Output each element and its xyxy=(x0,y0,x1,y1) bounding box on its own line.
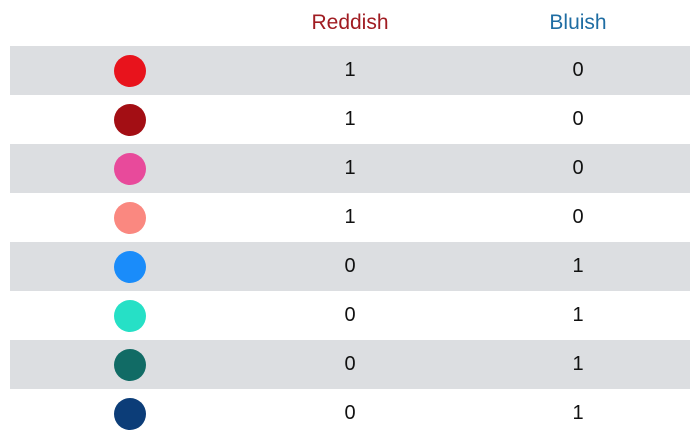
header-bluish: Bluish xyxy=(549,11,607,34)
color-swatch xyxy=(114,398,146,430)
reddish-value: 0 xyxy=(344,255,356,277)
table-header: Reddish Bluish xyxy=(0,0,700,46)
reddish-value: 1 xyxy=(344,59,356,81)
bluish-value: 0 xyxy=(572,59,584,81)
table-row: 0 1 xyxy=(10,242,690,291)
reddish-value: 0 xyxy=(344,402,356,424)
table-row: 1 0 xyxy=(10,144,690,193)
color-swatch xyxy=(114,153,146,185)
table-row: 0 1 xyxy=(10,291,690,340)
table-row: 0 1 xyxy=(10,340,690,389)
table-row: 1 0 xyxy=(10,46,690,95)
color-swatch xyxy=(114,349,146,381)
reddish-value: 1 xyxy=(344,108,356,130)
table-body: 1 0 1 0 1 0 1 0 0 1 0 1 0 xyxy=(10,46,690,437)
reddish-value: 1 xyxy=(344,206,356,228)
table-row: 1 0 xyxy=(10,95,690,144)
bluish-value: 1 xyxy=(572,353,584,375)
color-swatch xyxy=(114,55,146,87)
table-row: 0 1 xyxy=(10,389,690,437)
bluish-value: 0 xyxy=(572,108,584,130)
color-swatch xyxy=(114,300,146,332)
bluish-value: 1 xyxy=(572,402,584,424)
header-reddish: Reddish xyxy=(311,11,389,34)
reddish-value: 1 xyxy=(344,157,356,179)
table-row: 1 0 xyxy=(10,193,690,242)
bluish-value: 1 xyxy=(572,304,584,326)
reddish-value: 0 xyxy=(344,304,356,326)
bluish-value: 1 xyxy=(572,255,584,277)
bluish-value: 0 xyxy=(572,206,584,228)
color-swatch xyxy=(114,202,146,234)
color-swatch xyxy=(114,104,146,136)
reddish-value: 0 xyxy=(344,353,356,375)
color-swatch xyxy=(114,251,146,283)
bluish-value: 0 xyxy=(572,157,584,179)
